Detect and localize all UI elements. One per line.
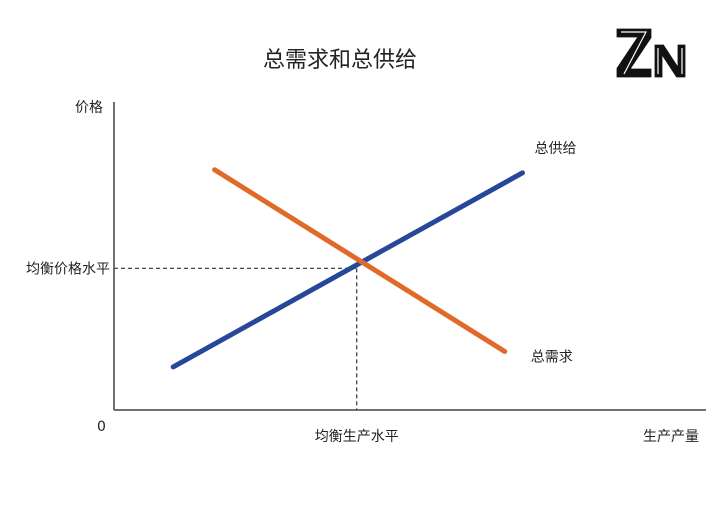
chart-title: 总需求和总供给 [263,48,417,73]
equilibrium-output-label: 均衡生产水平 [315,429,399,445]
axes [113,102,706,411]
origin-label: 0 [97,419,106,435]
aggregate-supply-line [170,170,525,370]
equilibrium-guides [114,267,358,410]
zn-logo: ZN [615,27,687,79]
y-axis-label: 价格 [75,100,103,116]
x-axis-label: 生产产量 [643,429,699,445]
aggregate-supply-label: 总供给 [534,141,576,157]
aggregate-demand-line [212,167,508,354]
aggregate-demand-label: 总需求 [531,349,573,365]
equilibrium-price-label: 均衡价格水平 [26,261,110,277]
